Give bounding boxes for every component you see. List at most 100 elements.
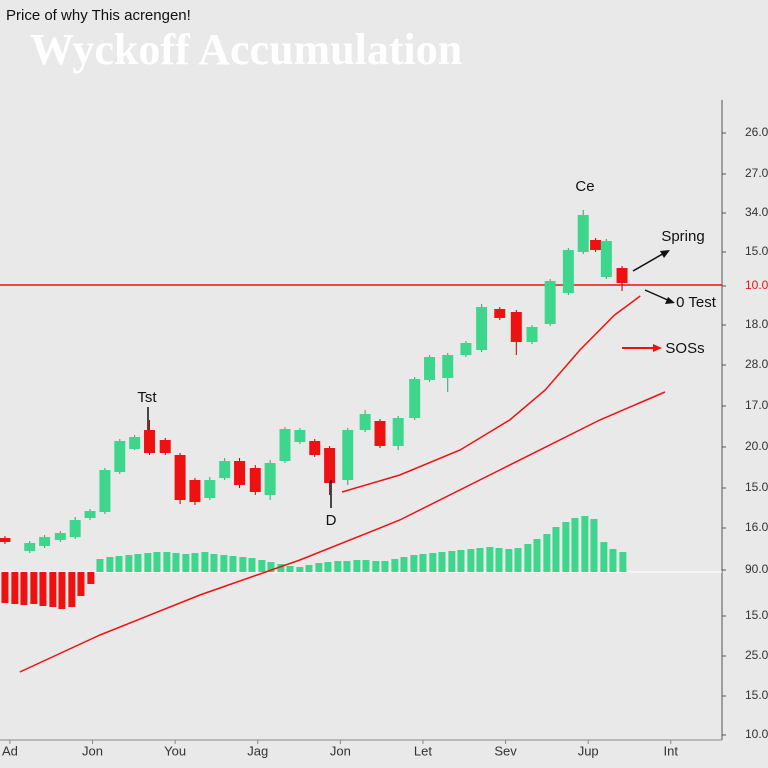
arrow-head [660, 250, 670, 258]
y-tick-label: 18.00 [745, 317, 768, 331]
volume-bar [87, 572, 95, 584]
volume-bar [609, 549, 617, 572]
candle-body [144, 430, 156, 453]
y-tick-label: 28.00 [745, 357, 768, 371]
volume-bar [505, 549, 513, 572]
candle-body [114, 441, 126, 472]
volume-bar [590, 519, 598, 572]
candle-body [577, 215, 589, 252]
volume-bar [125, 555, 133, 572]
x-tick-label: Jag [247, 743, 268, 758]
candle-body [159, 440, 171, 453]
volume-bar [600, 542, 608, 572]
x-tick-label: You [164, 743, 186, 758]
volume-bar [1, 572, 9, 603]
volume-bar [362, 560, 370, 572]
volume-bar [619, 552, 627, 572]
candle-body [0, 538, 11, 542]
volume-bar [182, 554, 190, 572]
y-tick-label: 10.00 [745, 727, 768, 741]
candle-body [234, 461, 246, 485]
volume-bar [562, 522, 570, 572]
candle-body [562, 250, 574, 293]
candle-body [460, 343, 472, 355]
y-tick-label: 15.00 [745, 244, 768, 258]
annotation: D [326, 512, 337, 529]
volume-bar [476, 548, 484, 572]
volume-bar [239, 557, 247, 572]
y-tick-label: 20.00 [745, 439, 768, 453]
volume-bar [533, 539, 541, 572]
candle-body [476, 307, 488, 350]
volume-bar [153, 552, 161, 572]
candle-body [249, 468, 261, 492]
volume-bar [448, 551, 456, 572]
y-tick-label: 17.00 [745, 398, 768, 412]
volume-bar [134, 554, 142, 572]
candle-body [84, 511, 96, 518]
volume-bar [96, 559, 104, 572]
volume-bar [201, 552, 209, 572]
volume-bar [571, 518, 579, 572]
volume-bar [400, 557, 408, 572]
volume-bar [353, 560, 361, 572]
volume-bar [68, 572, 76, 607]
volume-bar [514, 548, 522, 572]
x-tick-label: Jon [330, 743, 351, 758]
x-tick-label: Jon [82, 743, 103, 758]
candle-body [39, 537, 51, 546]
volume-bar [20, 572, 28, 605]
y-tick-label: 15.00 [745, 688, 768, 702]
volume-bar [144, 553, 152, 572]
volume-bar [343, 561, 351, 572]
volume-bar [305, 565, 313, 572]
y-tick-label: 25.00 [745, 648, 768, 662]
arrow-head [665, 297, 675, 304]
volume-bar [581, 516, 589, 572]
volume-bar [248, 558, 256, 572]
volume-bar [220, 555, 228, 572]
volume-bar [543, 534, 551, 572]
x-tick-label: Let [414, 743, 432, 758]
candle-body [294, 430, 306, 442]
x-tick-label: Int [664, 743, 679, 758]
volume-bar [296, 567, 304, 572]
candle-body [279, 429, 291, 461]
candle-body [324, 448, 336, 483]
candle-body [494, 309, 506, 318]
volume-bar [381, 561, 389, 572]
candle-body [24, 543, 36, 551]
candle-body [544, 281, 556, 324]
volume-bar [391, 559, 399, 572]
y-tick-label: 34.00 [745, 205, 768, 219]
annotation: Spring [661, 228, 704, 245]
y-tick-label: 16.00 [745, 520, 768, 534]
volume-bar [524, 544, 532, 572]
volume-bar [39, 572, 47, 606]
volume-bar [334, 561, 342, 572]
y-tick-label: 15.00 [745, 480, 768, 494]
candle-body [510, 312, 522, 342]
y-tick-label: 15.00 [745, 608, 768, 622]
annotation: SOSs [665, 340, 704, 357]
candle-body [392, 418, 404, 446]
volume-bar [438, 552, 446, 572]
candle-body [590, 240, 602, 250]
candle-body [69, 520, 81, 537]
candle-body [359, 414, 371, 430]
y-tick-label: 90.00 [745, 562, 768, 576]
chart-title: Wyckoff Accumulation [30, 25, 462, 74]
volume-bar [277, 564, 285, 572]
volume-bar [267, 562, 275, 572]
volume-bar [258, 560, 266, 572]
candle-body [129, 437, 141, 449]
volume-bar [210, 554, 218, 572]
candle-body [526, 327, 538, 342]
trend-line [341, 295, 641, 493]
candle-body [424, 357, 436, 380]
annotation: Ce [575, 178, 594, 195]
volume-bar [191, 553, 199, 572]
y-tick-label: 26.00 [745, 125, 768, 139]
candle-body [189, 480, 201, 502]
